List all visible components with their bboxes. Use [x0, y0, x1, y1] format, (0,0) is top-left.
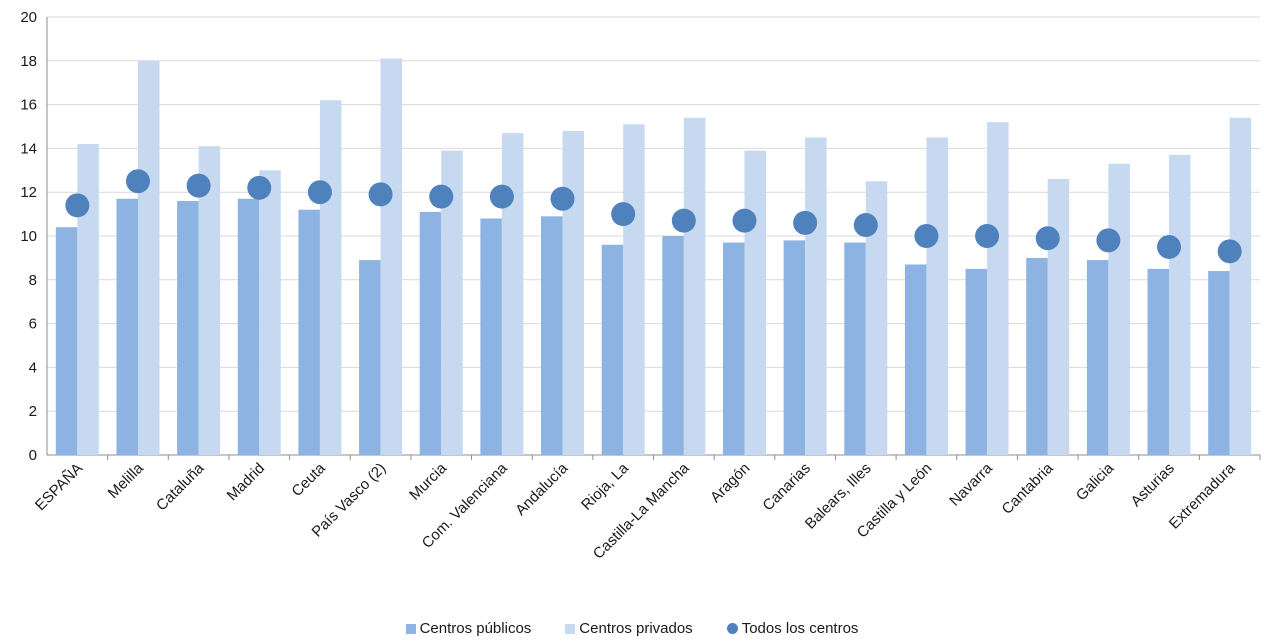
x-tick-label: Madrid [224, 460, 268, 504]
bar-privados [683, 117, 706, 456]
marker-todos [429, 184, 454, 209]
bar-publicos [1086, 260, 1109, 455]
marker-todos [914, 224, 939, 248]
bar-privados [77, 144, 99, 455]
x-tick-label: Cataluña [153, 459, 208, 514]
legend-swatch-publicos [405, 623, 416, 634]
marker-todos [186, 173, 211, 198]
bar-privados [441, 150, 463, 455]
bar-publicos [298, 209, 320, 455]
marker-todos [975, 224, 1000, 248]
y-tick-label: 12 [20, 184, 37, 201]
y-tick-label: 14 [20, 140, 37, 157]
marker-todos [1035, 226, 1060, 251]
bar-privados [198, 146, 221, 455]
bar-publicos [601, 244, 624, 455]
marker-todos [307, 180, 332, 205]
bar-publicos [177, 200, 199, 455]
y-tick-label: 6 [29, 316, 37, 333]
x-tick-label: Ceuta [288, 459, 329, 500]
bar-privados [1229, 117, 1252, 456]
y-tick-label: 16 [20, 97, 37, 114]
bar-publicos [116, 198, 138, 455]
x-tick-label: Extremadura [1166, 459, 1239, 532]
legend-item-publicos: Centros públicos [405, 620, 532, 637]
bar-publicos [783, 240, 806, 455]
marker-todos [65, 193, 90, 218]
bar-privados [319, 100, 342, 455]
x-tick-label: Galicia [1073, 459, 1118, 504]
bar-privados [1108, 163, 1130, 456]
marker-todos [1096, 228, 1121, 253]
bar-privados [137, 60, 160, 456]
legend-item-privados: Centros privados [565, 620, 693, 637]
legend-marker-todos [726, 623, 738, 634]
y-tick-label: 18 [20, 53, 37, 70]
bar-privados [259, 170, 281, 456]
marker-todos [550, 186, 575, 211]
bar-privados [380, 58, 403, 456]
bar-privados [987, 122, 1009, 456]
bar-publicos [722, 242, 745, 455]
marker-todos [1157, 234, 1182, 259]
bar-publicos [904, 264, 927, 455]
bar-publicos [844, 242, 866, 455]
y-tick-label: 4 [29, 359, 37, 376]
marker-todos [1217, 239, 1242, 264]
bar-publicos [1208, 271, 1230, 455]
x-tick-label: Asturias [1128, 460, 1178, 510]
bar-publicos [419, 211, 442, 455]
bar-privados [501, 133, 524, 455]
legend-swatch-privados [565, 623, 576, 634]
y-tick-label: 8 [29, 272, 37, 289]
chart-plot: 0 2 4 6 8 10 12 14 16 18 20 ESPAÑA Melilla Cataluña Ma… [20, 9, 1261, 563]
y-tick-label: 2 [29, 403, 37, 420]
marker-todos [611, 202, 636, 227]
x-tick-label: Canarias [759, 460, 813, 514]
bar-publicos [541, 216, 563, 455]
legend-label-publicos: Centros públicos [419, 620, 532, 637]
x-tick-label: Murcia [406, 459, 450, 503]
bar-privados [805, 137, 827, 455]
x-tick-label: Aragón [707, 460, 753, 506]
bar-privados [1047, 179, 1070, 455]
bar-publicos [55, 227, 78, 455]
bar-publicos [1026, 257, 1048, 455]
marker-todos [489, 184, 514, 209]
bar-publicos [237, 198, 260, 455]
bar-privados [623, 124, 645, 455]
bar-privados [1169, 154, 1191, 455]
legend-item-todos: Todos los centros [726, 620, 859, 637]
x-tick-label: Rioja, La [578, 459, 632, 513]
y-tick-label: 20 [20, 9, 37, 26]
marker-todos [793, 210, 818, 235]
x-tick-label: ESPAÑA [32, 460, 86, 514]
x-tick-label: Melilla [105, 459, 148, 502]
legend-label-privados: Centros privados [579, 620, 693, 637]
bar-privados [562, 130, 585, 455]
legend-label-todos: Todos los centros [741, 620, 859, 637]
bar-publicos [662, 236, 684, 455]
y-tick-label: 10 [20, 228, 37, 245]
bar-privados [926, 137, 948, 455]
y-tick-label: 0 [29, 447, 37, 464]
bar-publicos [359, 260, 381, 455]
marker-todos [368, 182, 393, 207]
bar-privados [744, 150, 766, 455]
bar-privados [865, 181, 888, 455]
bar-publicos [1147, 268, 1170, 455]
marker-todos [732, 208, 757, 233]
x-tick-label: Andalucía [512, 459, 572, 519]
marker-todos [247, 175, 272, 200]
bar-publicos [480, 218, 502, 455]
marker-todos [671, 208, 696, 233]
marker-todos [853, 213, 878, 238]
bar-publicos [965, 268, 988, 455]
x-tick-label: Navarra [946, 459, 996, 509]
x-tick-label: Cantabria [999, 459, 1057, 517]
marker-todos [125, 169, 150, 194]
legend: Centros públicos Centros privados Todos … [0, 620, 1264, 637]
